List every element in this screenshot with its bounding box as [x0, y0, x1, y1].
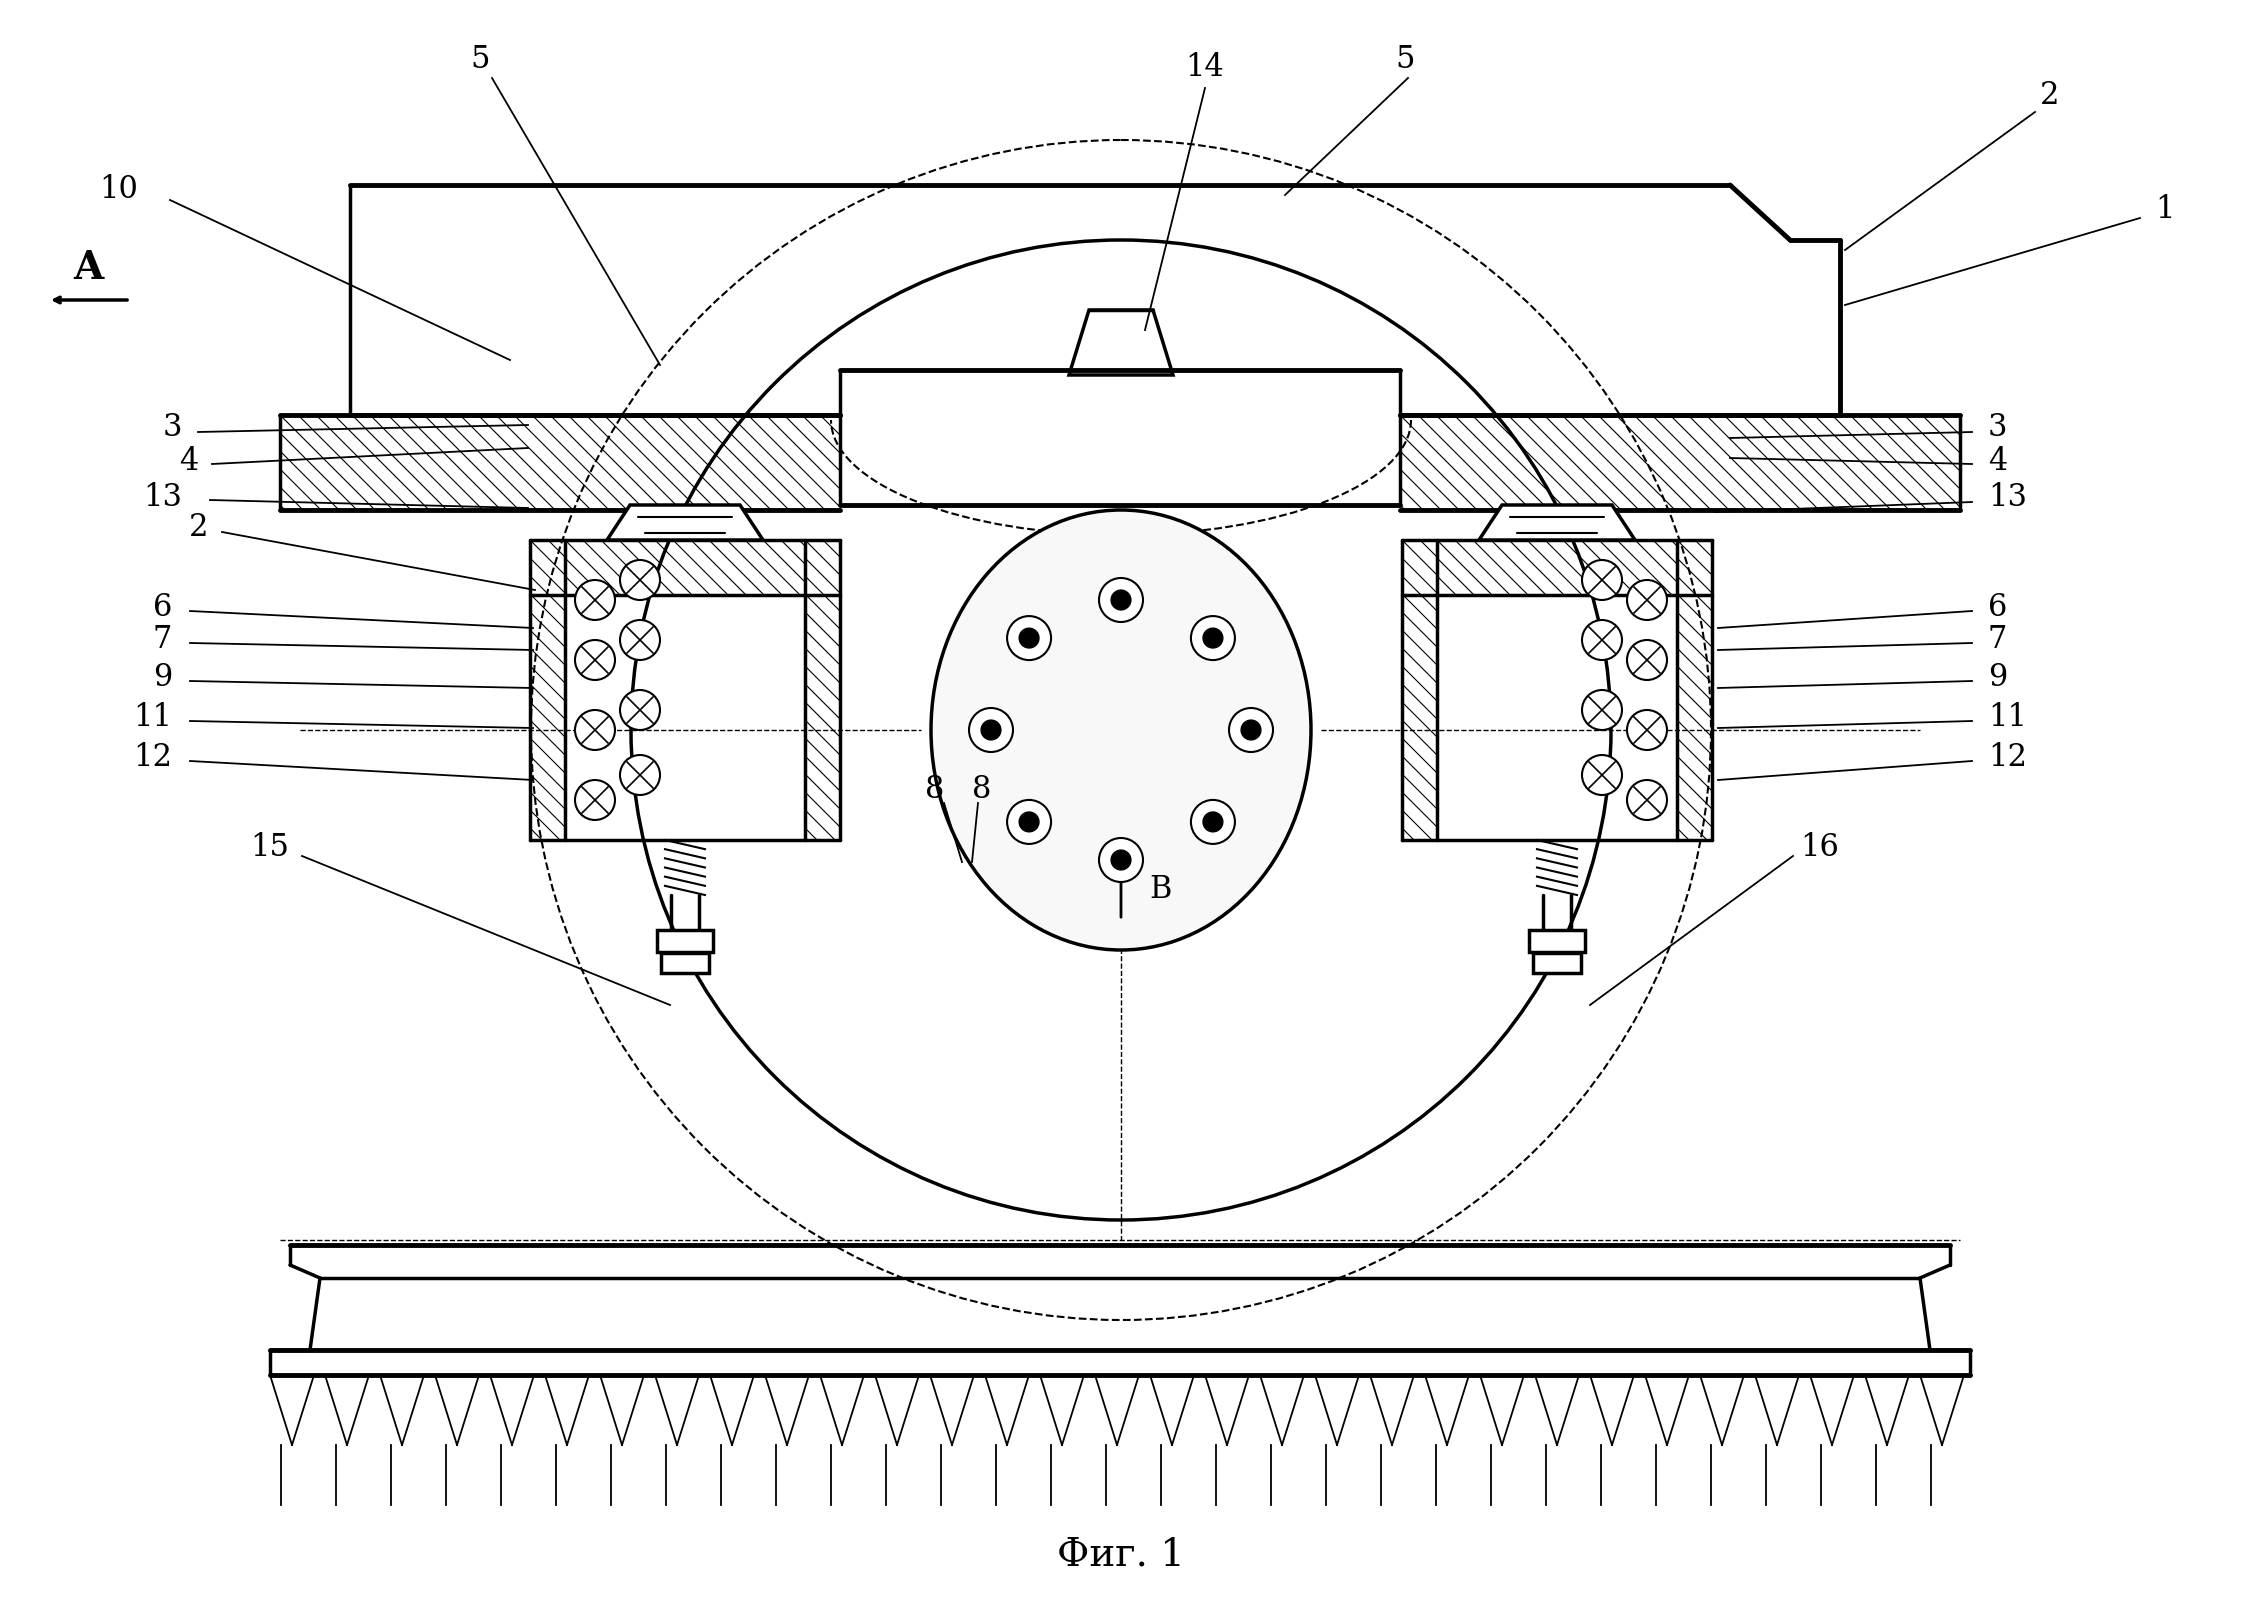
Circle shape	[1204, 811, 1222, 832]
Circle shape	[1583, 620, 1621, 660]
Circle shape	[1112, 591, 1130, 610]
Text: 16: 16	[1800, 832, 1838, 864]
Circle shape	[982, 720, 1000, 739]
Circle shape	[1583, 690, 1621, 730]
Text: 11: 11	[132, 703, 173, 733]
Text: 8: 8	[973, 775, 991, 805]
Circle shape	[1020, 811, 1038, 832]
Text: Фиг. 1: Фиг. 1	[1056, 1536, 1186, 1573]
Text: 5: 5	[1395, 45, 1415, 75]
Text: 6: 6	[1989, 592, 2007, 623]
Circle shape	[1007, 616, 1051, 660]
Circle shape	[621, 690, 659, 730]
Text: 10: 10	[99, 174, 139, 206]
Bar	[657, 929, 713, 952]
Circle shape	[1628, 580, 1668, 620]
Circle shape	[969, 707, 1013, 752]
Circle shape	[621, 755, 659, 795]
Text: 5: 5	[471, 45, 489, 75]
Circle shape	[1099, 578, 1143, 621]
Circle shape	[574, 640, 614, 680]
Text: 13: 13	[1989, 482, 2027, 514]
Circle shape	[1628, 779, 1668, 819]
Circle shape	[1583, 561, 1621, 600]
Bar	[661, 953, 708, 973]
Circle shape	[1191, 800, 1235, 843]
Text: 13: 13	[143, 482, 182, 514]
Text: 9: 9	[152, 663, 173, 693]
Text: 2: 2	[2040, 80, 2060, 110]
Bar	[1529, 929, 1585, 952]
Polygon shape	[608, 505, 762, 540]
Circle shape	[574, 580, 614, 620]
Text: 11: 11	[1989, 703, 2027, 733]
Circle shape	[574, 711, 614, 751]
Text: 9: 9	[1989, 663, 2007, 693]
Text: 4: 4	[179, 447, 197, 478]
Circle shape	[1242, 720, 1260, 739]
Circle shape	[1204, 628, 1222, 648]
Circle shape	[1099, 838, 1143, 882]
Text: 8: 8	[926, 775, 944, 805]
Text: 2: 2	[188, 513, 209, 543]
Ellipse shape	[930, 509, 1312, 950]
Circle shape	[1229, 707, 1273, 752]
Text: B: B	[1148, 875, 1170, 905]
Text: 1: 1	[2155, 195, 2175, 225]
Text: 15: 15	[251, 832, 289, 864]
Text: 14: 14	[1186, 53, 1224, 83]
Text: 3: 3	[1989, 412, 2007, 444]
Circle shape	[1628, 711, 1668, 751]
Text: A: A	[74, 249, 103, 287]
Bar	[1534, 953, 1581, 973]
Circle shape	[621, 561, 659, 600]
Circle shape	[1020, 628, 1038, 648]
Circle shape	[1007, 800, 1051, 843]
Text: 4: 4	[1989, 447, 2007, 478]
Circle shape	[574, 779, 614, 819]
Text: 12: 12	[1989, 743, 2027, 773]
Circle shape	[1112, 850, 1130, 870]
Text: 7: 7	[1989, 624, 2007, 655]
Circle shape	[1583, 755, 1621, 795]
Text: 6: 6	[152, 592, 173, 623]
Text: 7: 7	[152, 624, 173, 655]
Circle shape	[621, 620, 659, 660]
Text: 3: 3	[161, 412, 182, 444]
Text: 12: 12	[132, 743, 173, 773]
Circle shape	[1191, 616, 1235, 660]
Polygon shape	[1480, 505, 1634, 540]
Circle shape	[1628, 640, 1668, 680]
